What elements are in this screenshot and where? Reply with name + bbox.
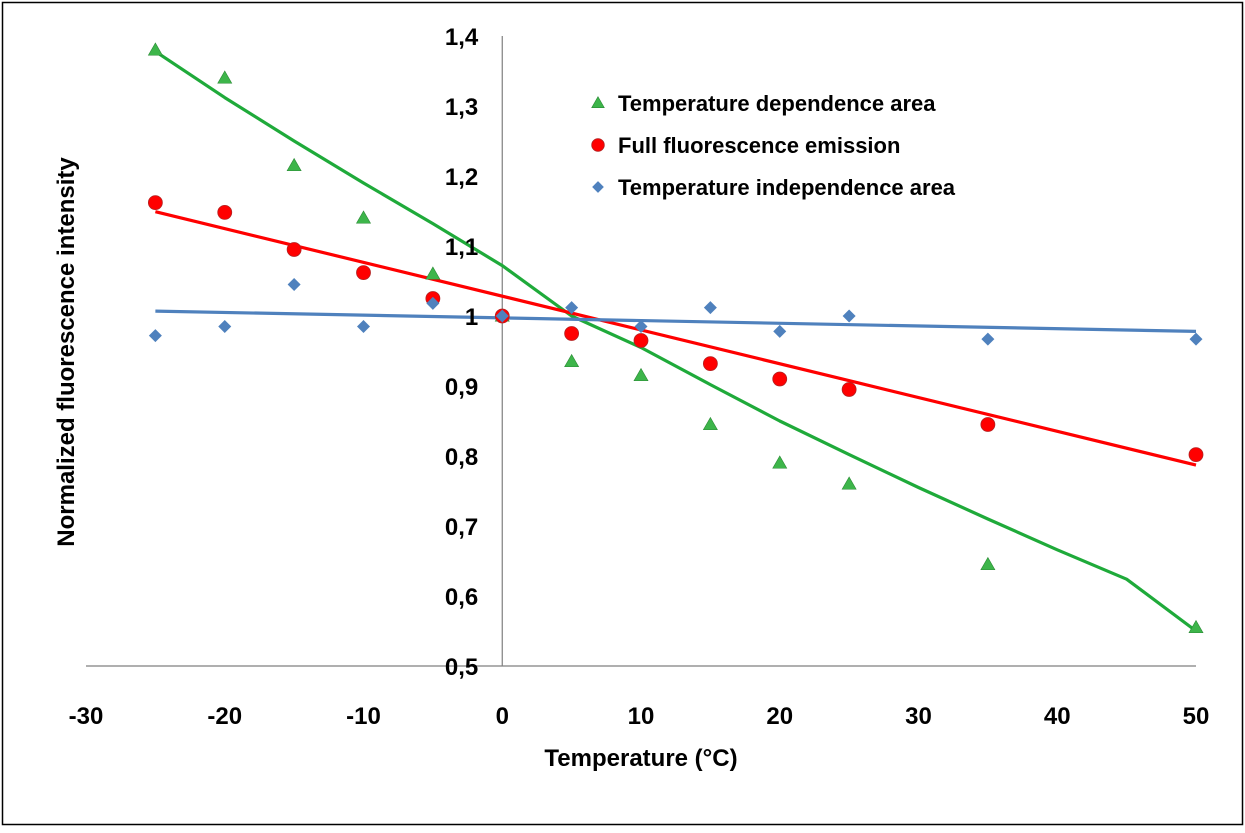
data-point-series-3: [218, 320, 232, 333]
data-point-series-3: [773, 324, 787, 338]
data-point-series-2: [217, 204, 233, 220]
data-point-series-1: [564, 353, 580, 368]
y-tick-label: 1,2: [445, 164, 478, 191]
trend-line-series-3: [155, 309, 1197, 333]
data-point-series-1: [425, 266, 441, 280]
x-tick-label: -10: [346, 703, 381, 730]
y-tick-label: 0,7: [445, 514, 478, 541]
data-point-series-1: [1188, 619, 1204, 634]
data-point-series-2: [633, 333, 649, 348]
data-point-series-1: [772, 455, 788, 469]
trend-line-series-2: [154, 210, 1197, 467]
x-axis-title: Temperature (°C): [544, 745, 737, 772]
data-point-series-1: [217, 70, 233, 84]
data-point-series-1: [147, 42, 163, 56]
legend-marker-series-1: [591, 96, 605, 109]
x-tick-label: -30: [69, 703, 104, 730]
x-tick-label: 20: [766, 703, 793, 730]
data-point-series-3: [842, 309, 856, 323]
y-tick-label: 0,6: [445, 584, 478, 611]
legend-marker-series-3: [592, 181, 604, 193]
data-point-series-3: [634, 320, 648, 333]
data-point-series-1: [286, 157, 302, 172]
data-point-series-2: [356, 265, 371, 281]
y-tick-label: 0,5: [445, 654, 478, 681]
x-tick-label: -20: [207, 703, 242, 730]
data-point-series-2: [564, 326, 580, 341]
data-point-series-2: [702, 356, 718, 372]
y-tick-label: 1,1: [445, 234, 478, 261]
data-point-series-3: [426, 296, 440, 310]
data-point-series-1: [355, 210, 372, 224]
x-tick-label: 0: [496, 703, 509, 730]
y-tick-label: 1: [465, 304, 478, 331]
data-point-series-2: [980, 417, 996, 432]
data-point-series-1: [633, 367, 649, 382]
data-point-series-3: [565, 301, 579, 315]
y-tick-label: 0,8: [445, 444, 478, 471]
legend-label-series-1: Temperature dependence area: [618, 91, 936, 116]
legend-marker-series-2: [591, 138, 605, 152]
legend-label-series-2: Full fluorescence emission: [618, 133, 900, 158]
data-point-series-3: [495, 309, 509, 323]
trend-lines: [154, 50, 1197, 633]
data-point-series-3: [287, 278, 301, 291]
tick-labels: -30 -20 -10 0 10 20 30 40 50 0,5 0,6 0,7 0,8 0,9 1 1,1 1…: [69, 24, 1210, 730]
y-tick-label: 1,4: [445, 24, 479, 51]
data-point-series-3: [703, 301, 717, 315]
data-point-series-1: [841, 476, 857, 490]
legend-label-series-3: Temperature independence area: [618, 175, 956, 200]
data-point-series-2: [772, 371, 788, 387]
data-point-series-2: [147, 195, 163, 211]
y-tick-label: 0,9: [445, 374, 478, 401]
data-points: [147, 42, 1204, 634]
data-point-series-2: [1188, 447, 1204, 463]
y-tick-label: 1,3: [445, 94, 478, 121]
y-axis-title: Normalized fluorescence intensity: [53, 157, 80, 547]
x-tick-label: 10: [628, 703, 655, 730]
data-point-series-1: [702, 416, 718, 431]
data-point-series-3: [148, 329, 162, 343]
data-point-series-3: [981, 332, 995, 346]
x-tick-label: 40: [1044, 703, 1071, 730]
data-point-series-2: [841, 382, 857, 397]
data-point-series-3: [1189, 332, 1203, 346]
data-point-series-1: [980, 556, 996, 571]
axes: [86, 36, 1196, 667]
data-point-series-3: [357, 320, 370, 333]
x-tick-label: 30: [905, 703, 932, 730]
legend: Temperature dependence area Full fluoresc…: [591, 91, 956, 200]
x-tick-label: 50: [1183, 703, 1210, 730]
trend-line-series-1: [154, 50, 1197, 633]
data-point-series-2: [286, 242, 302, 257]
